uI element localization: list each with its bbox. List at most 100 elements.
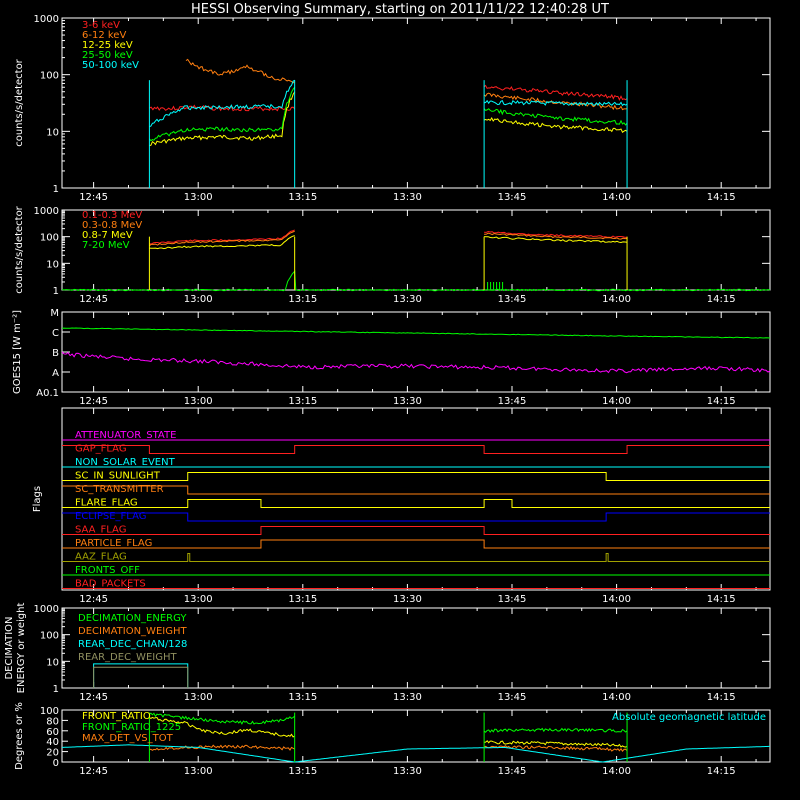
flags-time-tick-label: 12:45 [79,594,108,605]
high-energy-time-tick-label: 13:45 [498,294,527,305]
decimation-ylabel: ENERGY or weight [16,603,27,694]
decimation-ytick-label: 1000 [34,604,59,615]
high-energy-series-line [149,229,295,245]
flags-flag-line [62,526,770,535]
count-rates-time-tick-label: 13:30 [393,192,422,203]
count-rates-legend-entry: 25-50 keV [82,50,133,61]
ratios-ytick-label: 0 [53,758,59,769]
ratios-time-tick-label: 13:00 [184,766,213,777]
goes-ytick-label: C [52,328,59,339]
decimation-time-tick-label: 13:15 [288,692,317,703]
count-rates-time-tick-label: 14:15 [707,192,736,203]
flags-flag-line [62,553,770,562]
count-rates-legend-entry: 3-6 keV [82,20,120,31]
high-energy-time-tick-label: 14:15 [707,294,736,305]
decimation-time-tick-label: 14:00 [602,692,631,703]
goes-ytick-label: A0.1 [36,388,59,399]
goes-time-tick-label: 14:00 [602,396,631,407]
count-rates-frame [61,17,771,189]
count-rates-series-line [483,92,628,111]
count-rates-time-tick-label: 13:15 [288,192,317,203]
count-rates-series-line [484,99,628,107]
decimation-ytick-label: 1 [53,684,59,695]
high-energy-time-tick-label: 14:00 [602,294,631,305]
decimation-ytick-label: 100 [40,631,59,642]
goes-ytick-label: M [50,308,59,319]
high-energy-ytick-label: 10 [46,259,59,270]
high-energy-ytick-label: 100 [40,233,59,244]
count-rates-time-tick-label: 12:45 [79,192,108,203]
flags-flag-label: SC_TRANSMITTER [75,484,164,495]
high-energy-time-tick-label: 13:15 [288,294,317,305]
ratios-ytick-label: 20 [46,748,59,759]
goes-ytick-label: B [52,348,59,359]
ratios-series-line [62,744,770,763]
decimation-legend-entry: REAR_DEC_CHAN/128 [78,639,187,650]
ratios-frame [61,709,771,763]
count-rates-legend-entry: 12-25 keV [82,40,133,51]
decimation-ytick-label: 10 [46,657,59,668]
goes-time-tick-label: 13:00 [184,396,213,407]
count-rates-series-line [483,116,628,133]
flags-frame [61,407,771,591]
ratios-annotation: Absolute geomagnetic latitude [612,712,766,723]
ratios-ytick-label: 80 [46,716,59,727]
high-energy-series-line [484,236,628,244]
decimation-ylabel: DECIMATION [4,616,15,679]
ratios-ytick-label: 60 [46,727,59,738]
high-energy-ytick-label: 1 [53,286,59,297]
count-rates-series-line [149,104,296,112]
decimation-series-line [93,666,189,688]
high-energy-legend-entry: 0.3-0.8 MeV [82,220,142,231]
ratios-legend-entry: FRONT_RATIO_1225 [82,722,181,733]
high-energy-ylabel: counts/s/detector [14,205,25,293]
ratios-ytick-label: 100 [40,706,59,717]
goes-time-tick-label: 13:30 [393,396,422,407]
decimation-frame [61,607,771,689]
flags-time-tick-label: 14:15 [707,594,736,605]
count-rates-series-line [149,91,296,146]
ratios-ylabel: Degrees or % [14,702,25,770]
ratios-time-tick-label: 13:30 [393,766,422,777]
flags-flag-label: BAD_PACKETS [75,579,146,590]
high-energy-series-line [149,235,295,250]
high-energy-legend-entry: 0.1-0.3 MeV [82,210,142,221]
goes-series-line [61,351,771,374]
goes-time-tick-label: 12:45 [79,396,108,407]
ratios-series-line [484,740,628,748]
ratios-legend-entry: FRONT_RATIO [82,711,151,722]
decimation-time-tick-label: 13:45 [498,692,527,703]
flags-flag-label: AAZ_FLAG [75,552,127,563]
flags-flag-line [62,472,770,481]
flags-flag-line [62,445,770,454]
flags-time-tick-label: 13:45 [498,594,527,605]
count-rates-series-line [149,79,295,128]
goes-time-tick-label: 13:15 [288,396,317,407]
count-rates-ytick-label: 10 [46,127,59,138]
flags-flag-label: ECLIPSE_FLAG [75,511,146,522]
flags-flag-line [62,539,770,549]
high-energy-time-tick-label: 13:00 [184,294,213,305]
decimation-legend-entry: DECIMATION_ENERGY [78,613,187,624]
ratios-time-tick-label: 12:45 [79,766,108,777]
flags-flag-label: GAP_FLAG [75,444,127,455]
goes-series-line [61,327,771,339]
high-energy-time-tick-label: 12:45 [79,294,108,305]
count-rates-series-line [483,84,628,101]
count-rates-ytick-label: 1000 [34,14,59,25]
goes-time-tick-label: 13:45 [498,396,527,407]
flags-flag-label: SC_IN_SUNLIGHT [75,471,161,482]
count-rates-ytick-label: 1 [53,184,59,195]
count-rates-time-tick-label: 13:45 [498,192,527,203]
flags-flag-label: NON_SOLAR_EVENT [75,457,176,468]
high-energy-legend-entry: 7-20 MeV [82,240,130,251]
ratios-time-tick-label: 14:15 [707,766,736,777]
flags-time-tick-label: 14:00 [602,594,631,605]
count-rates-series-line [483,108,628,126]
flags-flag-label: SAA_FLAG [75,525,126,536]
flags-flag-line [62,485,770,495]
ratios-series-line [149,716,295,738]
decimation-time-tick-label: 13:30 [393,692,422,703]
ratios-series-line [483,745,628,753]
ratios-ytick-label: 40 [46,737,59,748]
